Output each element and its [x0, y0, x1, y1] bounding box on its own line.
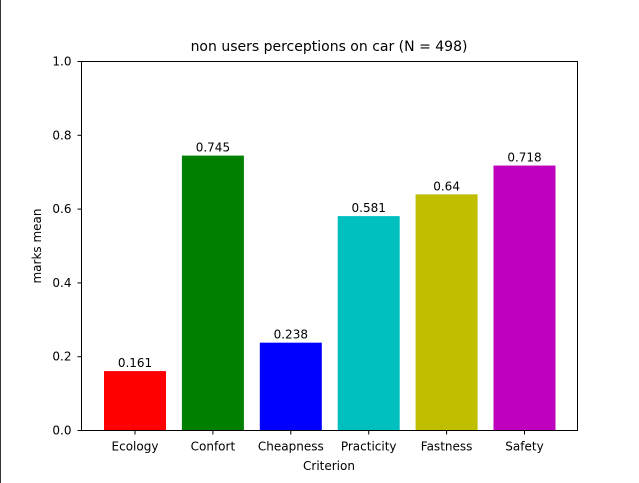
x-tick-label-ecology: Ecology: [112, 440, 159, 454]
y-tick-label: 0.2: [52, 350, 71, 364]
bar-fastness: [415, 194, 478, 431]
y-tick-label: 1.0: [52, 55, 71, 69]
value-label-practicity: 0.581: [352, 201, 386, 215]
y-tick-label: 0.8: [52, 128, 71, 142]
value-label-cheapness: 0.238: [274, 328, 308, 342]
y-axis-label: marks mean: [30, 208, 44, 283]
y-tick-label: 0.6: [52, 202, 71, 216]
bars-group: [104, 155, 556, 431]
y-tick-label: 0.0: [52, 424, 71, 438]
value-label-fastness: 0.64: [433, 179, 460, 193]
bar-cheapness: [259, 342, 322, 431]
bar-practicity: [337, 216, 400, 431]
x-tick-label-practicity: Practicity: [341, 440, 397, 454]
chart-title: non users perceptions on car (N = 498): [191, 39, 468, 55]
bar-confort: [181, 155, 244, 431]
y-tick-label: 0.4: [52, 276, 71, 290]
y-ticks-group: 0.0 0.2 0.4 0.6 0.8 1.0: [52, 55, 82, 438]
value-labels-group: 0.161 0.745 0.238 0.581 0.64 0.718: [118, 141, 542, 370]
x-ticks-group: Ecology Confort Cheapness Practicity Fastnes…: [112, 430, 544, 454]
x-axis-label: Criterion: [303, 459, 355, 473]
bar-ecology: [104, 371, 166, 431]
value-label-confort: 0.745: [196, 141, 230, 155]
x-tick-label-cheapness: Cheapness: [258, 440, 324, 454]
plot-frame: [81, 61, 578, 431]
x-tick-label-fastness: Fastness: [421, 440, 473, 454]
bar-safety: [493, 165, 556, 431]
x-tick-label-safety: Safety: [505, 440, 543, 454]
x-tick-label-confort: Confort: [191, 440, 236, 454]
value-label-ecology: 0.161: [118, 356, 152, 370]
value-label-safety: 0.718: [507, 151, 541, 165]
